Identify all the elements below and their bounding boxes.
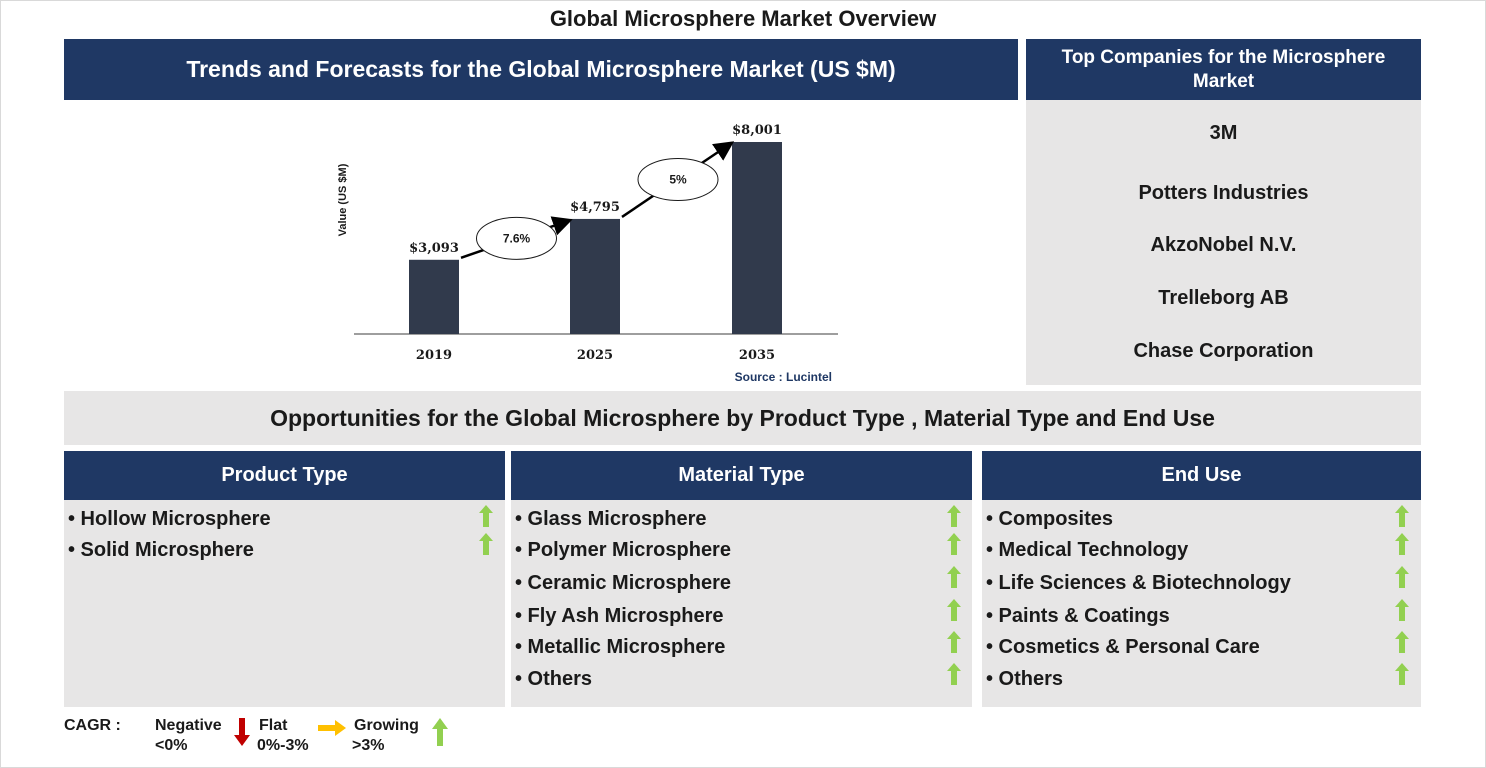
product-type-list: • Hollow Microsphere • Solid Microsphere (64, 500, 505, 707)
y-axis-label: Value (US $M) (337, 163, 349, 236)
material-type-header: Material Type (511, 451, 972, 500)
negative-legend-title: Negative (155, 717, 222, 734)
negative-arrow-icon (234, 718, 250, 746)
growing-arrow-icon (947, 505, 961, 527)
companies-header: Top Companies for the Microsphere Market (1026, 39, 1421, 100)
growing-legend-range: >3% (352, 737, 385, 754)
bar-2035 (732, 142, 782, 334)
list-item: • Glass Microsphere (515, 508, 707, 530)
growing-arrow-icon (432, 718, 448, 746)
bar-2025 (570, 218, 620, 334)
opportunities-title: Opportunities for the Global Microsphere… (64, 391, 1421, 445)
company-item: Trelleborg AB (1158, 287, 1289, 309)
list-item: • Medical Technology (986, 539, 1189, 561)
list-item: • Others (515, 668, 593, 690)
end-use-list: • Composites • Medical Technology • Life… (982, 500, 1421, 707)
list-item: • Hollow Microsphere (68, 508, 271, 530)
growing-arrow-icon (479, 533, 493, 555)
cagr-ellipse (476, 216, 557, 260)
market-bar-chart: Value (US $M) $3,093 2019 $4,795 2025 $8,001… (337, 123, 838, 384)
x-tick-label: 2019 (416, 348, 452, 363)
trends-header: Trends and Forecasts for the Global Micr… (64, 39, 1018, 100)
company-item: 3M (1209, 122, 1238, 144)
x-tick-label: 2035 (739, 348, 775, 363)
list-item: • Paints & Coatings (986, 605, 1170, 627)
cagr-label: 5% (669, 172, 687, 186)
flat-arrow-icon (318, 720, 346, 736)
growing-arrow-icon (1395, 566, 1409, 588)
list-item: • Polymer Microsphere (515, 539, 731, 561)
flat-legend-range: 0%-3% (257, 737, 309, 754)
cagr-legend-label: CAGR : (64, 717, 121, 734)
list-item: • Solid Microsphere (68, 539, 254, 561)
bar-2019 (409, 259, 459, 334)
list-item: • Composites (986, 508, 1114, 530)
growing-arrow-icon (1395, 631, 1409, 653)
growing-arrow-icon (947, 599, 961, 621)
growing-arrow-icon (1395, 505, 1409, 527)
list-item: • Fly Ash Microsphere (515, 605, 724, 627)
growing-arrow-icon (947, 566, 961, 588)
company-item: AkzoNobel N.V. (1150, 234, 1297, 256)
data-label: $3,093 (409, 241, 459, 256)
end-use-header: End Use (982, 451, 1421, 500)
list-item: • Cosmetics & Personal Care (986, 636, 1260, 658)
material-type-list: • Glass Microsphere • Polymer Microspher… (511, 500, 972, 707)
page-title: Global Microsphere Market Overview (549, 6, 937, 31)
list-item: • Others (986, 668, 1064, 690)
list-item: • Ceramic Microsphere (515, 572, 731, 594)
source-label: Source : Lucintel (735, 370, 832, 384)
growing-arrow-icon (1395, 599, 1409, 621)
product-type-header: Product Type (64, 451, 505, 500)
list-item: • Metallic Microsphere (515, 636, 726, 658)
growing-arrow-icon (947, 631, 961, 653)
growing-arrow-icon (479, 505, 493, 527)
company-item: Chase Corporation (1133, 340, 1314, 362)
growing-arrow-icon (947, 533, 961, 555)
list-item: • Life Sciences & Biotechnology (986, 572, 1291, 594)
cagr-label: 7.6% (503, 231, 531, 245)
growing-arrow-icon (947, 663, 961, 685)
cagr-ellipse (637, 157, 719, 201)
negative-legend-range: <0% (155, 737, 188, 754)
growing-legend-title: Growing (354, 717, 419, 734)
x-tick-label: 2025 (577, 348, 613, 363)
flat-legend-title: Flat (259, 717, 288, 734)
growing-arrow-icon (1395, 663, 1409, 685)
growing-arrow-icon (1395, 533, 1409, 555)
data-label: $4,795 (570, 200, 620, 215)
companies-list: 3M Potters Industries AkzoNobel N.V. Tre… (1026, 100, 1421, 385)
data-label: $8,001 (732, 123, 782, 138)
company-item: Potters Industries (1138, 182, 1309, 204)
